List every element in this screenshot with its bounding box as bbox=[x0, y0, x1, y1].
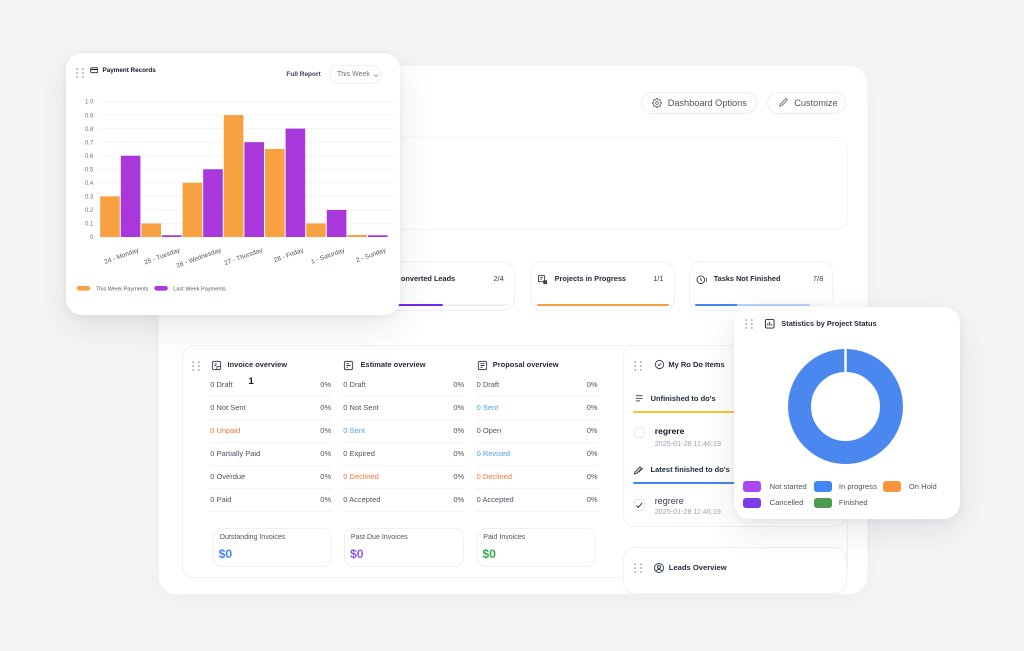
svg-text:1.0: 1.0 bbox=[84, 100, 93, 106]
svg-text:24 - Monday: 24 - Monday bbox=[103, 247, 140, 266]
svg-text:0.7: 0.7 bbox=[84, 140, 93, 146]
svg-text:0.9: 0.9 bbox=[84, 113, 93, 119]
svg-text:0.8: 0.8 bbox=[84, 127, 93, 133]
svg-text:0.4: 0.4 bbox=[84, 181, 93, 187]
svg-text:2 - Sunday: 2 - Sunday bbox=[355, 247, 388, 265]
svg-text:0.1: 0.1 bbox=[84, 222, 93, 228]
svg-text:0.6: 0.6 bbox=[84, 154, 93, 160]
svg-text:This Week Payments: This Week Payments bbox=[95, 287, 148, 293]
svg-text:0: 0 bbox=[89, 235, 93, 241]
svg-text:0.3: 0.3 bbox=[84, 195, 93, 201]
svg-text:0.2: 0.2 bbox=[84, 208, 93, 214]
svg-text:Last Week Payments: Last Week Payments bbox=[173, 287, 226, 293]
svg-text:27 - Thursday: 27 - Thursday bbox=[223, 247, 264, 268]
svg-text:1 - Saturday: 1 - Saturday bbox=[310, 247, 346, 266]
svg-text:28 - Friday: 28 - Friday bbox=[273, 247, 305, 264]
svg-text:0.5: 0.5 bbox=[84, 167, 93, 173]
svg-text:26 - Wednesday: 26 - Wednesday bbox=[175, 247, 222, 270]
